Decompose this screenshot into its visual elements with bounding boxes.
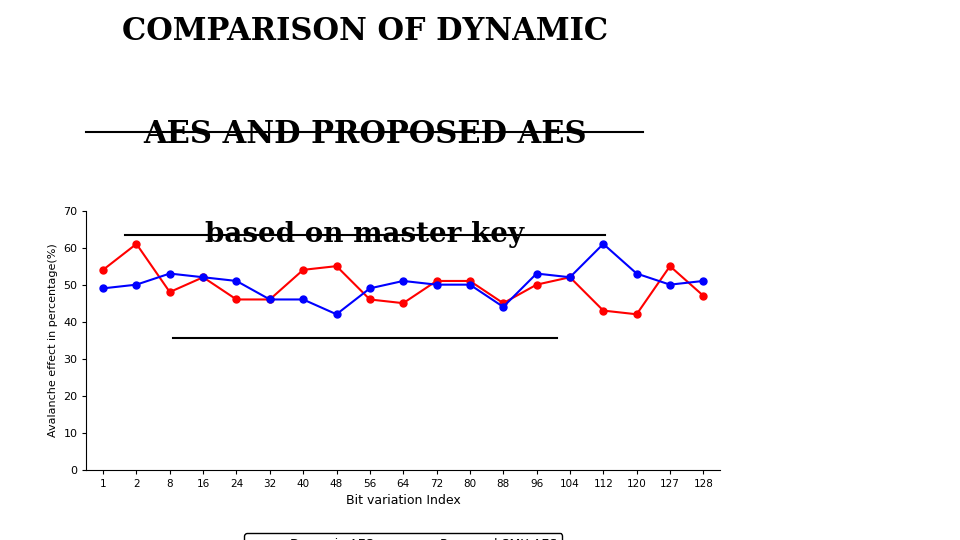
- Proposed SMX AES: [230, 278, 242, 284]
- Legend: Dynamic AES, Proposed SMX AES: Dynamic AES, Proposed SMX AES: [244, 533, 563, 540]
- Dynamic AES: [431, 278, 443, 284]
- Proposed SMX AES: [364, 285, 375, 292]
- Proposed SMX AES: [431, 281, 443, 288]
- Proposed SMX AES: [298, 296, 309, 303]
- Dynamic AES: [531, 281, 542, 288]
- Proposed SMX AES: [464, 281, 475, 288]
- Proposed SMX AES: [631, 271, 642, 277]
- Line: Dynamic AES: Dynamic AES: [100, 240, 707, 318]
- Proposed SMX AES: [597, 241, 609, 247]
- Dynamic AES: [497, 300, 509, 306]
- Dynamic AES: [264, 296, 276, 303]
- Dynamic AES: [230, 296, 242, 303]
- Dynamic AES: [198, 274, 209, 280]
- Dynamic AES: [664, 263, 676, 269]
- Proposed SMX AES: [531, 271, 542, 277]
- Dynamic AES: [97, 267, 108, 273]
- Proposed SMX AES: [664, 281, 676, 288]
- Text: AES AND PROPOSED AES: AES AND PROPOSED AES: [143, 119, 587, 150]
- Proposed SMX AES: [397, 278, 409, 284]
- Dynamic AES: [298, 267, 309, 273]
- Dynamic AES: [364, 296, 375, 303]
- Proposed SMX AES: [164, 271, 176, 277]
- Dynamic AES: [631, 311, 642, 318]
- Dynamic AES: [698, 293, 709, 299]
- Dynamic AES: [464, 278, 475, 284]
- Proposed SMX AES: [564, 274, 576, 280]
- Line: Proposed SMX AES: Proposed SMX AES: [100, 240, 707, 318]
- Proposed SMX AES: [698, 278, 709, 284]
- Dynamic AES: [564, 274, 576, 280]
- X-axis label: Bit variation Index: Bit variation Index: [346, 495, 461, 508]
- Dynamic AES: [331, 263, 343, 269]
- Y-axis label: Avalanche effect in percentage(%): Avalanche effect in percentage(%): [48, 244, 58, 437]
- Text: based on master key: based on master key: [205, 221, 524, 248]
- Proposed SMX AES: [331, 311, 343, 318]
- Proposed SMX AES: [264, 296, 276, 303]
- Dynamic AES: [164, 289, 176, 295]
- Proposed SMX AES: [97, 285, 108, 292]
- Dynamic AES: [397, 300, 409, 306]
- Dynamic AES: [597, 307, 609, 314]
- Proposed SMX AES: [198, 274, 209, 280]
- Text: COMPARISON OF DYNAMIC: COMPARISON OF DYNAMIC: [122, 16, 608, 47]
- Dynamic AES: [131, 241, 142, 247]
- Proposed SMX AES: [131, 281, 142, 288]
- Proposed SMX AES: [497, 303, 509, 310]
